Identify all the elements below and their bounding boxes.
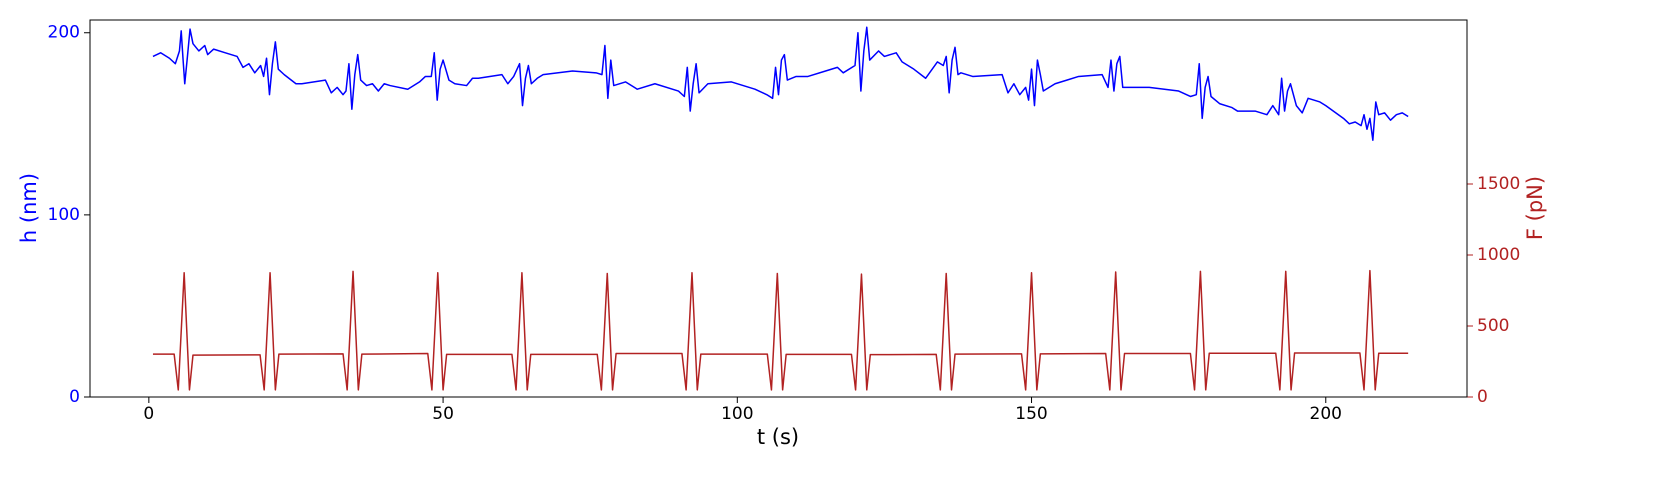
y2-tick-label: 1500 (1477, 174, 1520, 194)
y-axis-label: h (nm) (17, 173, 41, 243)
y2-axis-label: F (pN) (1523, 176, 1547, 240)
y-tick-label: 100 (48, 205, 80, 225)
x-tick-label: 0 (143, 404, 154, 424)
y-tick-label: 0 (69, 387, 80, 407)
y2-tick-label: 500 (1477, 316, 1509, 336)
y-tick-label: 200 (48, 23, 80, 43)
x-tick-label: 100 (721, 404, 753, 424)
x-tick-label: 150 (1015, 404, 1047, 424)
data-line (152, 26, 1409, 141)
x-tick-label: 50 (432, 404, 454, 424)
y2-tick-label: 0 (1477, 387, 1488, 407)
x-axis-label: t (s) (757, 425, 799, 449)
plot-frame (89, 19, 1468, 398)
y2-tick-label: 1000 (1477, 245, 1520, 265)
x-tick-label: 200 (1310, 404, 1342, 424)
data-line (152, 269, 1409, 391)
